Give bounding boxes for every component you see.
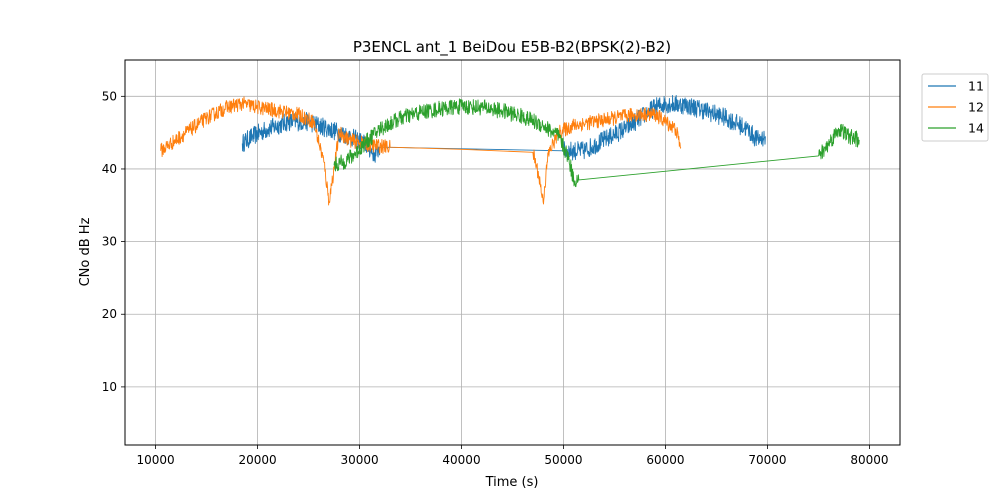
x-tick-label: 70000 [748, 453, 786, 467]
y-axis: 10 20 30 40 50 [102, 89, 125, 394]
x-tick-label: 40000 [442, 453, 480, 467]
plot-area [125, 60, 900, 445]
y-tick-label: 10 [102, 380, 117, 394]
plot-frame [124, 59, 901, 446]
series-line-14 [333, 98, 860, 188]
legend-label-12: 12 [968, 100, 984, 115]
x-tick-label: 60000 [646, 453, 684, 467]
y-tick-label: 50 [102, 89, 117, 103]
x-tick-label: 30000 [340, 453, 378, 467]
grid-lines [125, 60, 900, 445]
series-line-12 [160, 96, 682, 206]
y-axis-label: CNo dB Hz [78, 217, 93, 286]
y-tick-label: 40 [102, 162, 117, 176]
x-axis: 10000 20000 30000 40000 50000 60000 70000 80000 [136, 445, 889, 467]
legend-label-14: 14 [968, 121, 984, 136]
y-tick-label: 20 [102, 307, 117, 321]
x-tick-label: 50000 [544, 453, 582, 467]
x-axis-label: Time (s) [485, 475, 539, 490]
chart-title: P3ENCL ant_1 BeiDou E5B-B2(BPSK(2)-B2) [353, 38, 671, 57]
x-tick-label: 80000 [850, 453, 888, 467]
legend-label-11: 11 [968, 79, 984, 94]
x-tick-label: 10000 [136, 453, 174, 467]
series-layer [160, 95, 860, 206]
legend: 11 12 14 [921, 73, 989, 142]
series-line-11 [241, 95, 766, 163]
x-tick-label: 20000 [238, 453, 276, 467]
y-tick-label: 30 [102, 235, 117, 249]
